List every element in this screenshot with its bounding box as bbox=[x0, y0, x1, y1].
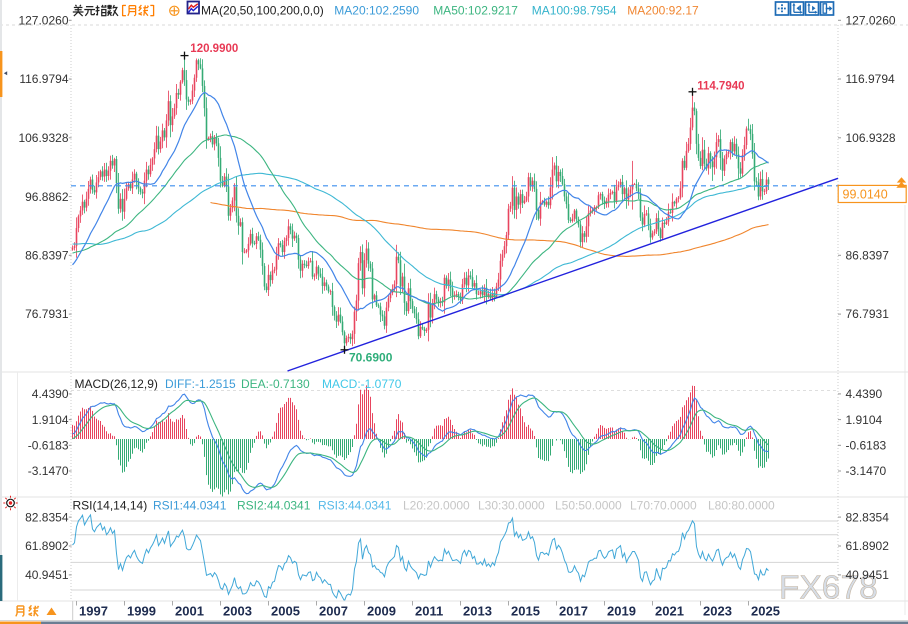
svg-text:86.8397: 86.8397 bbox=[25, 249, 69, 263]
svg-text:86.8397: 86.8397 bbox=[846, 249, 890, 263]
svg-text:L70:70.0000: L70:70.0000 bbox=[630, 499, 697, 513]
svg-text:99.0140: 99.0140 bbox=[843, 188, 888, 202]
svg-text:106.9328: 106.9328 bbox=[18, 131, 68, 145]
svg-text:2013: 2013 bbox=[463, 604, 492, 619]
svg-text:116.9794: 116.9794 bbox=[846, 72, 895, 86]
svg-text:MACD:-1.0770: MACD:-1.0770 bbox=[322, 377, 402, 391]
svg-text:96.8862: 96.8862 bbox=[25, 190, 69, 204]
svg-text:76.7931: 76.7931 bbox=[846, 307, 890, 321]
svg-text:116.9794: 116.9794 bbox=[19, 72, 68, 86]
svg-text:MA20:102.2590: MA20:102.2590 bbox=[334, 4, 419, 18]
svg-text:2017: 2017 bbox=[559, 604, 588, 619]
svg-text:2005: 2005 bbox=[271, 604, 300, 619]
svg-text:40.9451: 40.9451 bbox=[25, 568, 69, 582]
svg-text:2025: 2025 bbox=[751, 604, 780, 619]
svg-text:2019: 2019 bbox=[607, 604, 636, 619]
svg-text:2001: 2001 bbox=[175, 604, 204, 619]
svg-text:RSI3:44.0341: RSI3:44.0341 bbox=[318, 499, 392, 513]
svg-text:1999: 1999 bbox=[127, 604, 156, 619]
svg-text:106.9328: 106.9328 bbox=[846, 131, 896, 145]
svg-text:-3.1470: -3.1470 bbox=[28, 464, 69, 478]
svg-text:1997: 1997 bbox=[79, 604, 108, 619]
svg-text:127.0260: 127.0260 bbox=[18, 14, 68, 28]
svg-text:82.8354: 82.8354 bbox=[25, 510, 69, 524]
svg-text:1.9104: 1.9104 bbox=[846, 413, 883, 427]
svg-text:70.6900: 70.6900 bbox=[349, 351, 393, 365]
svg-text:82.8354: 82.8354 bbox=[846, 510, 890, 524]
svg-text:114.7940: 114.7940 bbox=[697, 81, 744, 93]
svg-text:FX678: FX678 bbox=[779, 570, 878, 607]
svg-text:4.4390: 4.4390 bbox=[846, 387, 883, 401]
svg-text:RSI(14,14,14): RSI(14,14,14) bbox=[73, 499, 148, 513]
svg-text:MA50:102.9217: MA50:102.9217 bbox=[433, 4, 518, 18]
svg-text:MACD(26,12,9): MACD(26,12,9) bbox=[75, 377, 158, 391]
svg-text:RSI1:44.0341: RSI1:44.0341 bbox=[153, 499, 227, 513]
svg-text:L50:50.0000: L50:50.0000 bbox=[555, 499, 622, 513]
svg-text:2011: 2011 bbox=[415, 604, 443, 619]
svg-text:DIFF:-1.2515: DIFF:-1.2515 bbox=[165, 377, 236, 391]
svg-text:MA(20,50,100,200,0,0): MA(20,50,100,200,0,0) bbox=[201, 4, 324, 18]
svg-text:2003: 2003 bbox=[223, 604, 252, 619]
svg-text:2009: 2009 bbox=[367, 604, 396, 619]
svg-text:-0.6183: -0.6183 bbox=[28, 439, 69, 453]
svg-text:1.9104: 1.9104 bbox=[32, 413, 69, 427]
svg-text:RSI2:44.0341: RSI2:44.0341 bbox=[237, 499, 311, 513]
svg-text:4.4390: 4.4390 bbox=[32, 387, 69, 401]
svg-text:61.8902: 61.8902 bbox=[846, 539, 890, 553]
svg-text:2015: 2015 bbox=[511, 604, 540, 619]
svg-text:76.7931: 76.7931 bbox=[25, 307, 69, 321]
svg-text:L20:20.0000: L20:20.0000 bbox=[403, 499, 470, 513]
svg-text:MA200:92.17: MA200:92.17 bbox=[627, 4, 699, 18]
svg-text:L80:80.0000: L80:80.0000 bbox=[708, 499, 775, 513]
svg-text:61.8902: 61.8902 bbox=[25, 539, 69, 553]
svg-text:2023: 2023 bbox=[703, 604, 732, 619]
svg-text:-0.6183: -0.6183 bbox=[846, 439, 887, 453]
svg-text:40.9451: 40.9451 bbox=[846, 568, 890, 582]
svg-text:MA100:98.7954: MA100:98.7954 bbox=[532, 4, 617, 18]
svg-text:L30:30.0000: L30:30.0000 bbox=[478, 499, 545, 513]
svg-text:2007: 2007 bbox=[319, 604, 348, 619]
svg-text:-3.1470: -3.1470 bbox=[846, 464, 887, 478]
svg-text:2021: 2021 bbox=[655, 604, 684, 619]
svg-text:127.0260: 127.0260 bbox=[846, 14, 896, 28]
svg-text:120.9900: 120.9900 bbox=[190, 43, 238, 55]
svg-text:DEA:-0.7130: DEA:-0.7130 bbox=[241, 377, 310, 391]
